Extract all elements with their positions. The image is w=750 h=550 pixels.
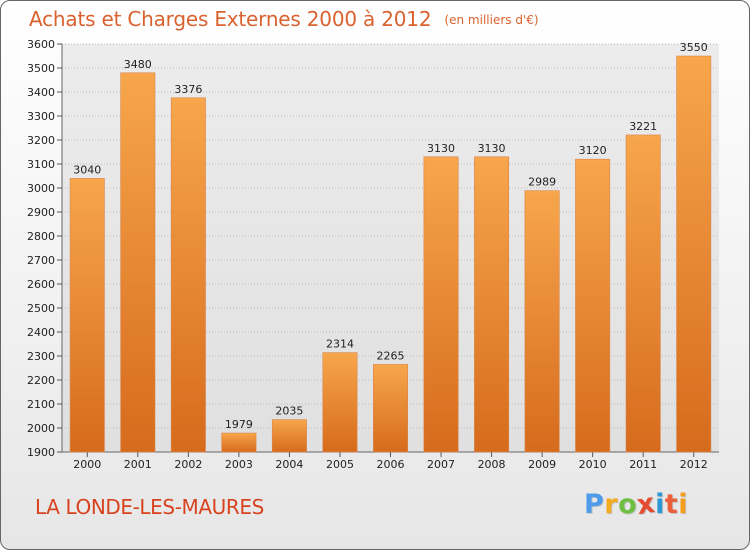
y-tick-label: 2300 bbox=[27, 350, 55, 363]
logo-letter-t: t bbox=[664, 489, 679, 520]
bar-2000 bbox=[69, 178, 105, 453]
y-tick-label: 2200 bbox=[27, 374, 55, 387]
bars bbox=[69, 55, 712, 453]
y-tick-label: 2700 bbox=[27, 254, 55, 267]
logo-letter-i-2: i bbox=[678, 489, 689, 520]
y-tick-label: 3400 bbox=[27, 86, 55, 99]
bar-value-label: 2989 bbox=[528, 176, 556, 189]
chart-title: Achats et Charges Externes 2000 à 2012 bbox=[29, 7, 432, 31]
y-tick-label: 3000 bbox=[27, 182, 55, 195]
bar-2001 bbox=[120, 72, 156, 453]
y-tick-label: 1900 bbox=[27, 446, 55, 459]
y-tick-label: 3200 bbox=[27, 134, 55, 147]
x-tick-label: 2007 bbox=[427, 458, 455, 471]
logo-letter-x: x bbox=[635, 487, 658, 522]
x-tick-label: 2003 bbox=[225, 458, 253, 471]
y-tick-label: 2500 bbox=[27, 302, 55, 315]
bar-2011 bbox=[625, 134, 661, 453]
data-labels: 3040 3480 3376 1979 2035 2314 2265 3130 3130 2989… bbox=[73, 41, 707, 431]
bar-2008 bbox=[474, 156, 510, 453]
y-tick-label: 3500 bbox=[27, 62, 55, 75]
y-tick-label: 3300 bbox=[27, 110, 55, 123]
bar-2012 bbox=[676, 55, 712, 453]
x-tick-label: 2009 bbox=[528, 458, 556, 471]
bar-value-label: 3480 bbox=[124, 58, 152, 71]
bar-value-label: 3130 bbox=[478, 142, 506, 155]
bar-2003 bbox=[221, 432, 257, 453]
bar-2007 bbox=[423, 156, 459, 453]
x-tick-label: 2010 bbox=[579, 458, 607, 471]
bar-value-label: 3550 bbox=[680, 41, 708, 54]
axes: 1900 2000 2100 2200 2300 2400 2500 2600 2700 2800… bbox=[27, 38, 719, 471]
chart-title-row: Achats et Charges Externes 2000 à 2012 (… bbox=[29, 7, 539, 31]
bar-value-label: 3120 bbox=[579, 144, 607, 157]
chart-subtitle: (en milliers d'€) bbox=[444, 13, 539, 27]
x-tick-label: 2002 bbox=[174, 458, 202, 471]
bar-value-label: 3376 bbox=[174, 83, 202, 96]
logo-letter-i: i bbox=[655, 489, 665, 520]
bar-value-label: 2035 bbox=[275, 405, 303, 418]
x-tick-label: 2008 bbox=[478, 458, 506, 471]
proxiti-logo: Proxiti bbox=[584, 487, 689, 522]
bar-value-label: 2314 bbox=[326, 338, 354, 351]
bar-value-label: 1979 bbox=[225, 418, 253, 431]
y-tick-label: 3600 bbox=[27, 38, 55, 51]
y-tick-label: 2900 bbox=[27, 206, 55, 219]
y-tick-label: 3100 bbox=[27, 158, 55, 171]
x-tick-label: 2000 bbox=[73, 458, 101, 471]
bar-2005 bbox=[322, 352, 358, 453]
y-tick-label: 2800 bbox=[27, 230, 55, 243]
bar-2002 bbox=[170, 97, 206, 453]
x-tick-label: 2004 bbox=[275, 458, 303, 471]
bar-2004 bbox=[271, 419, 307, 453]
logo-letter-r: r bbox=[604, 489, 619, 520]
bar-2006 bbox=[373, 364, 408, 453]
x-tick-label: 2005 bbox=[326, 458, 354, 471]
x-tick-label: 2006 bbox=[377, 458, 405, 471]
logo-letter-o: o bbox=[618, 489, 638, 520]
commune-name: LA LONDE-LES-MAURES bbox=[35, 495, 264, 519]
y-tick-label: 2400 bbox=[27, 326, 55, 339]
bar-2010 bbox=[575, 158, 611, 453]
x-tick-label: 2011 bbox=[629, 458, 657, 471]
bar-value-label: 3130 bbox=[427, 142, 455, 155]
y-tick-label: 2000 bbox=[27, 422, 55, 435]
x-tick-label: 2001 bbox=[124, 458, 152, 471]
bar-value-label: 2265 bbox=[377, 349, 405, 362]
y-tick-label: 2600 bbox=[27, 278, 55, 291]
bar-value-label: 3040 bbox=[73, 163, 101, 176]
bar-2009 bbox=[524, 190, 560, 453]
y-tick-label: 2100 bbox=[27, 398, 55, 411]
x-tick-label: 2012 bbox=[680, 458, 708, 471]
bar-value-label: 3221 bbox=[629, 120, 657, 133]
logo-letter-p: P bbox=[584, 489, 605, 520]
